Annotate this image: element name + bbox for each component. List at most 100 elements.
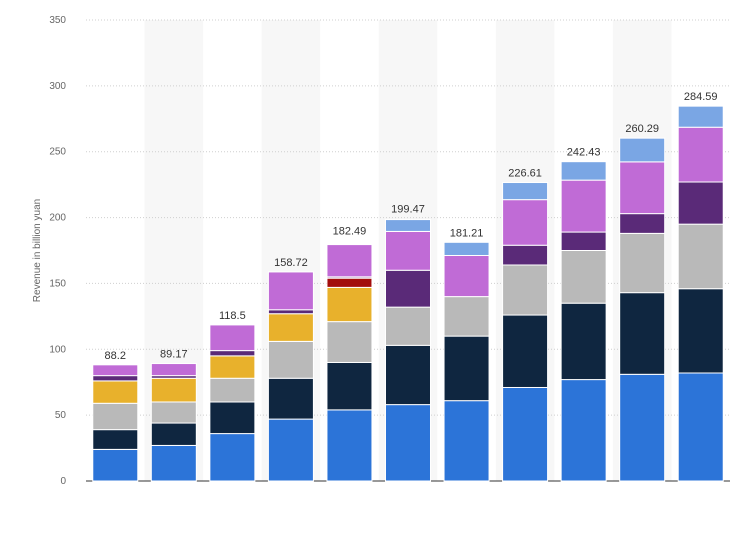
- total-value-label: 242.43: [567, 147, 601, 159]
- bar-stack: [326, 244, 373, 482]
- bar-segment: [502, 264, 549, 316]
- bar-segment: [150, 377, 197, 403]
- bar-segment: [385, 230, 431, 271]
- y-tick-label: 50: [55, 410, 67, 421]
- bar-segment: [560, 179, 607, 233]
- bar-segment: [92, 402, 139, 431]
- total-value-label: 181.21: [450, 227, 484, 239]
- total-value-label: 118.5: [219, 310, 246, 322]
- bar-segment: [150, 444, 197, 482]
- bar-segment: [209, 401, 256, 435]
- bar-segment: [92, 429, 139, 450]
- bar-segment: [560, 302, 607, 381]
- bar-segment: [326, 277, 373, 288]
- bar-segment: [326, 286, 373, 323]
- bar-segment: [385, 404, 431, 482]
- bar-segment: [677, 181, 724, 225]
- bar-segment: [619, 213, 666, 234]
- bar-segment: [502, 314, 549, 388]
- bar-segment: [267, 309, 314, 315]
- bar-stack: [209, 324, 256, 482]
- bar-segment: [267, 418, 314, 482]
- bar-stack: [502, 182, 549, 482]
- bar-segment: [619, 292, 666, 375]
- bar-segment: [677, 223, 724, 290]
- y-tick-label: 300: [49, 81, 66, 92]
- bar-segment: [560, 250, 607, 304]
- y-tick-label: 250: [49, 147, 66, 158]
- y-tick-label: 100: [49, 344, 66, 355]
- bar-segment: [385, 306, 431, 346]
- bar-segment: [267, 271, 314, 311]
- bar-segment: [209, 350, 256, 357]
- bar-segment: [267, 377, 314, 420]
- bar-segment: [502, 386, 549, 482]
- bar-segment: [267, 313, 314, 342]
- bar-segment: [385, 219, 431, 232]
- bar-segment: [443, 241, 490, 256]
- total-value-label: 284.59: [684, 91, 718, 103]
- bar-segment: [502, 199, 549, 246]
- bar-segment: [326, 321, 373, 363]
- bar-stack: [560, 161, 607, 482]
- bar-stack: [619, 137, 666, 482]
- total-value-label: 226.61: [508, 168, 542, 180]
- y-axis-ticks: 0 50 100 150 200 250 300 350: [49, 15, 66, 487]
- bar-segment: [502, 182, 549, 201]
- bar-segment: [619, 232, 666, 294]
- bar-stack: [92, 364, 139, 482]
- bar-segment: [443, 400, 490, 482]
- total-value-label: 89.17: [160, 349, 188, 361]
- bar-stack: [267, 271, 314, 482]
- bar-segment: [443, 335, 490, 402]
- bar-segment: [326, 244, 373, 278]
- bar-segment: [326, 409, 373, 482]
- bar-segment: [209, 433, 256, 482]
- y-axis-title: Revenue in billion yuan: [32, 199, 43, 302]
- bar-stacks: [92, 105, 724, 482]
- bar-segment: [92, 364, 139, 377]
- bar-stack: [677, 105, 724, 482]
- bar-segment: [560, 379, 607, 482]
- bar-segment: [209, 355, 256, 379]
- bar-segment: [92, 380, 139, 404]
- bar-segment: [326, 361, 373, 411]
- y-tick-label: 0: [60, 476, 66, 487]
- total-value-label: 158.72: [274, 257, 308, 269]
- bar-segment: [560, 161, 607, 181]
- bar-segment: [677, 288, 724, 374]
- bar-segment: [267, 340, 314, 379]
- bar-segment: [385, 269, 431, 308]
- bar-stack: [443, 241, 490, 482]
- total-value-label: 88.2: [105, 350, 126, 362]
- bar-segment: [92, 375, 139, 382]
- bar-segment: [502, 244, 549, 266]
- bar-segment: [150, 363, 197, 377]
- total-value-label: 260.29: [625, 123, 659, 135]
- bar-segment: [150, 422, 197, 446]
- bar-segment: [560, 231, 607, 251]
- bar-segment: [677, 126, 724, 183]
- y-tick-label: 350: [49, 15, 66, 26]
- bar-segment: [677, 105, 724, 128]
- bar-segment: [92, 448, 139, 482]
- bar-segment: [443, 296, 490, 337]
- total-value-label: 182.49: [333, 226, 367, 238]
- bar-segment: [677, 372, 724, 482]
- bar-stack: [385, 219, 431, 482]
- bar-segment: [619, 373, 666, 482]
- bar-segment: [619, 137, 666, 163]
- bar-segment: [209, 377, 256, 403]
- bar-segment: [385, 344, 431, 406]
- bar-segment: [209, 324, 256, 352]
- bar-stack: [150, 363, 197, 482]
- bar-segment: [619, 161, 666, 215]
- bar-segment: [150, 401, 197, 424]
- total-labels: 88.2 89.17 118.5 158.72 182.49 199.47 181.21 22…: [105, 91, 718, 362]
- y-tick-label: 200: [49, 213, 66, 224]
- bar-segment: [443, 254, 490, 298]
- y-tick-label: 150: [49, 278, 66, 289]
- total-value-label: 199.47: [391, 203, 425, 215]
